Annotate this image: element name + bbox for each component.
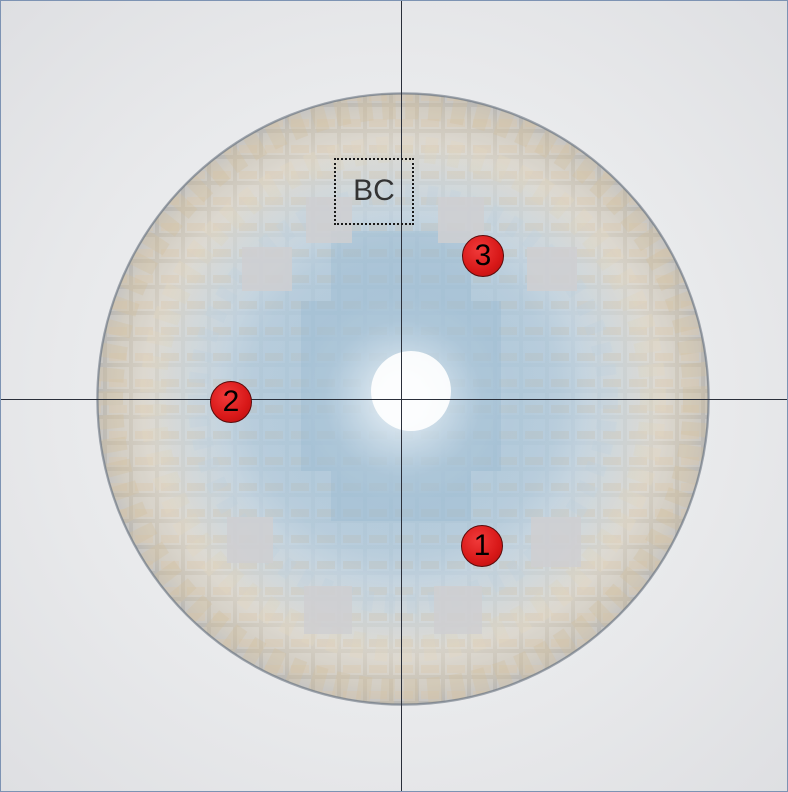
redaction-block [434,586,482,634]
redaction-block [306,197,352,243]
redaction-block [242,247,292,291]
crosshair-horizontal [1,399,787,400]
bc-label-box: BC [334,158,414,225]
redaction-block [304,586,352,634]
redaction-block [527,247,577,291]
redaction-block [227,517,273,563]
redaction-block [531,517,581,567]
crosshair-vertical [401,1,402,791]
marker-3: 3 [462,235,504,277]
marker-1: 1 [461,525,503,567]
marker-2: 2 [210,381,252,423]
